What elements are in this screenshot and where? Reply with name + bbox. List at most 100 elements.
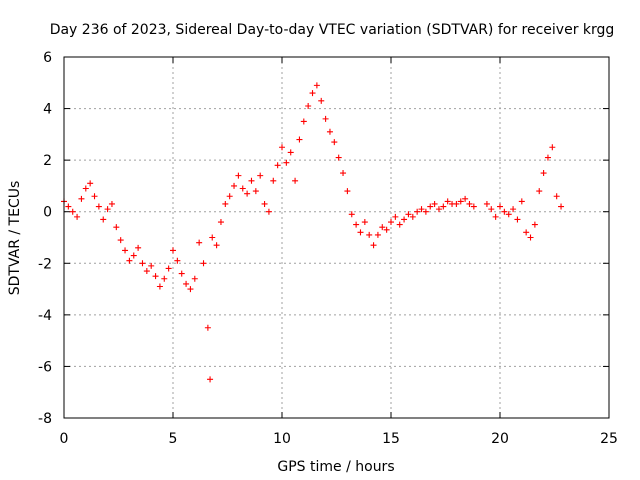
data-point — [540, 170, 547, 177]
data-point — [126, 257, 133, 264]
data-point — [462, 195, 469, 202]
data-point — [344, 188, 351, 195]
y-tick-label: -2 — [38, 256, 52, 272]
data-point — [440, 203, 447, 210]
data-point — [444, 198, 451, 205]
data-series — [61, 82, 565, 383]
data-point — [244, 190, 251, 197]
data-point — [305, 102, 312, 109]
data-point — [200, 260, 207, 267]
data-point — [204, 324, 211, 331]
data-point — [261, 200, 268, 207]
data-point — [248, 177, 255, 184]
data-point — [130, 252, 137, 259]
data-point — [309, 90, 316, 97]
data-point — [69, 208, 76, 215]
tick-labels: 0 5 10 15 20 25 -8 -6 -4 -2 0 2 4 6 — [38, 50, 618, 447]
data-point — [265, 208, 272, 215]
data-point — [217, 219, 224, 226]
data-point — [388, 219, 394, 226]
data-point — [143, 268, 150, 275]
data-point — [536, 188, 543, 195]
data-point — [135, 244, 142, 251]
data-point — [209, 234, 216, 241]
data-point — [492, 213, 499, 220]
y-tick-label: 0 — [43, 205, 52, 221]
data-point — [187, 286, 194, 293]
plot-frame — [63, 56, 610, 419]
data-point — [505, 211, 512, 218]
data-point — [113, 224, 120, 231]
data-point — [257, 172, 264, 179]
data-point — [222, 200, 229, 207]
data-point — [483, 200, 490, 207]
data-point — [431, 200, 438, 207]
data-point — [531, 221, 538, 228]
data-point — [422, 208, 429, 215]
data-point — [510, 206, 517, 213]
data-point — [252, 188, 259, 195]
y-tick-label: -6 — [38, 359, 52, 375]
data-point — [178, 270, 185, 277]
grid-lines — [64, 57, 609, 418]
data-point — [313, 82, 320, 89]
data-point — [122, 247, 129, 254]
data-point — [117, 237, 124, 244]
data-point — [95, 203, 102, 210]
data-point — [152, 273, 159, 280]
data-point — [435, 206, 442, 213]
data-point — [453, 200, 460, 207]
data-point — [361, 219, 368, 226]
data-point — [553, 193, 560, 200]
data-point — [322, 115, 329, 122]
data-point — [300, 118, 307, 125]
data-point — [100, 216, 107, 223]
data-point — [357, 229, 364, 236]
data-point — [466, 200, 473, 207]
data-point — [414, 208, 421, 215]
data-point — [296, 136, 303, 143]
data-point — [427, 203, 434, 210]
data-point — [235, 172, 242, 179]
y-axis-label: SDTVAR / TECUs — [7, 181, 23, 296]
data-point — [353, 221, 360, 228]
data-point — [108, 200, 115, 207]
data-point — [207, 376, 214, 383]
data-point — [518, 198, 525, 205]
x-tick-label: 25 — [600, 431, 618, 447]
data-point — [161, 275, 168, 282]
data-point — [292, 177, 299, 184]
y-tick-label: 4 — [43, 102, 52, 118]
data-point — [196, 239, 203, 246]
data-point — [457, 198, 464, 205]
data-point — [148, 262, 155, 269]
axis-ticks — [63, 56, 610, 419]
data-point — [418, 206, 425, 213]
data-point — [405, 211, 412, 218]
x-tick-label: 10 — [273, 431, 291, 447]
data-point — [501, 208, 508, 215]
data-point — [279, 144, 285, 151]
data-point — [488, 206, 495, 213]
data-point — [326, 128, 333, 135]
data-point — [549, 144, 556, 151]
data-point — [174, 257, 181, 264]
data-point — [470, 203, 477, 210]
data-point — [379, 224, 386, 231]
data-point — [331, 139, 338, 146]
data-point — [392, 213, 399, 220]
data-point — [558, 203, 565, 210]
data-point — [340, 170, 347, 177]
x-tick-label: 0 — [60, 431, 69, 447]
data-point — [183, 280, 190, 287]
data-point — [139, 260, 146, 267]
x-tick-label: 5 — [169, 431, 178, 447]
x-tick-label: 15 — [382, 431, 400, 447]
y-tick-label: -8 — [38, 411, 52, 427]
data-point — [78, 195, 85, 202]
data-point — [544, 154, 551, 161]
data-point — [231, 182, 238, 189]
data-point — [366, 231, 373, 238]
data-point — [91, 193, 98, 200]
